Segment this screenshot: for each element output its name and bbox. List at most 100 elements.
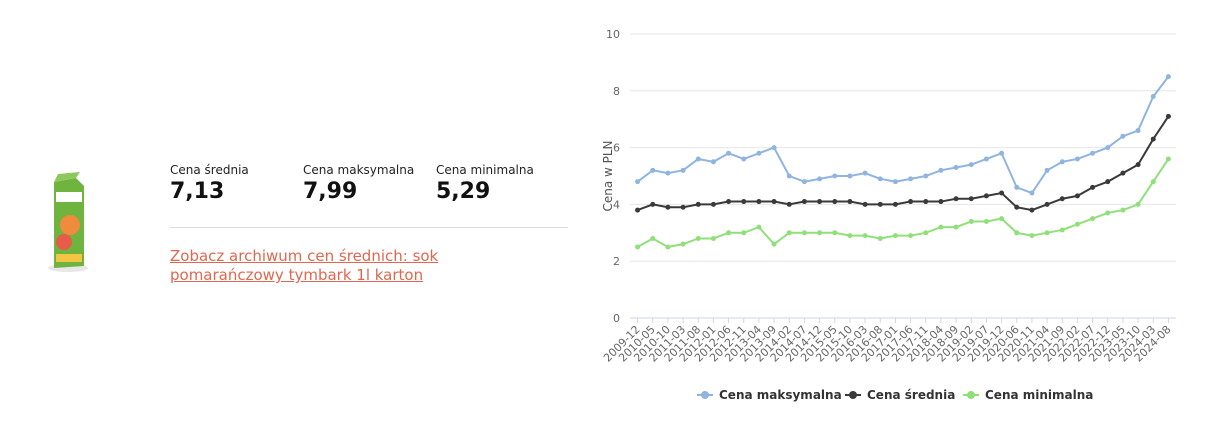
point (1090, 216, 1096, 222)
point (953, 224, 959, 230)
point (1059, 159, 1065, 165)
point (680, 204, 686, 210)
point (938, 167, 944, 173)
point (665, 170, 671, 176)
point (726, 150, 732, 156)
point (741, 230, 747, 236)
series-line (636, 75, 1170, 195)
point (1059, 227, 1065, 233)
series-line (637, 158, 1170, 249)
point (1165, 113, 1171, 119)
legend-marker (967, 391, 975, 399)
legend-label: Cena maksymalna (719, 388, 842, 402)
stat: Cena minimalna 5,29 (436, 163, 534, 204)
point (680, 241, 686, 247)
point (1044, 201, 1050, 207)
point (1014, 184, 1020, 190)
point (968, 162, 974, 168)
point (999, 216, 1005, 222)
series-line (637, 115, 1170, 212)
point (1135, 162, 1141, 168)
point (1059, 196, 1065, 202)
point (968, 218, 974, 224)
point (908, 199, 914, 205)
point (953, 164, 959, 170)
y-tick-label: 10 (606, 28, 620, 41)
point (817, 199, 823, 205)
point (1135, 201, 1141, 207)
point (999, 190, 1005, 196)
y-tick-label: 8 (613, 85, 620, 98)
point (892, 179, 898, 185)
point (801, 199, 807, 205)
point (847, 199, 853, 205)
point (726, 199, 732, 205)
point (786, 230, 792, 236)
point (862, 233, 868, 239)
point (695, 201, 701, 207)
point (1150, 179, 1156, 185)
point (650, 201, 656, 207)
archive-link[interactable]: Zobacz archiwum cen średnich: sok pomara… (170, 247, 439, 284)
point (695, 235, 701, 241)
point (923, 173, 929, 179)
point (1029, 207, 1035, 213)
point (741, 199, 747, 205)
point (1135, 128, 1141, 134)
point (741, 156, 747, 162)
point (877, 235, 883, 241)
point (1105, 145, 1111, 151)
point (801, 179, 807, 185)
stat-value: 7,13 (170, 179, 225, 204)
point (635, 244, 641, 250)
product-image (48, 172, 88, 272)
point (710, 159, 716, 165)
point (817, 176, 823, 182)
point (1150, 136, 1156, 142)
point (665, 204, 671, 210)
point (953, 196, 959, 202)
point (1044, 230, 1050, 236)
point (938, 224, 944, 230)
legend-label: Cena minimalna (985, 388, 1093, 402)
point (771, 241, 777, 247)
point (680, 167, 686, 173)
point (862, 170, 868, 176)
point (1120, 133, 1126, 139)
point (908, 233, 914, 239)
point (756, 224, 762, 230)
point (862, 201, 868, 207)
stat-label: Cena minimalna (436, 163, 534, 177)
point (832, 173, 838, 179)
legend-label: Cena średnia (867, 388, 955, 402)
point (1165, 156, 1171, 162)
point (1074, 193, 1080, 199)
point (771, 145, 777, 151)
point (1014, 204, 1020, 210)
point (1120, 207, 1126, 213)
point (983, 218, 989, 224)
separator (170, 227, 568, 228)
point (801, 230, 807, 236)
point (847, 173, 853, 179)
stat-label: Cena średnia (170, 163, 249, 177)
point (1014, 230, 1020, 236)
point (710, 201, 716, 207)
point (771, 199, 777, 205)
point (710, 235, 716, 241)
point (892, 233, 898, 239)
stat-value: 5,29 (436, 179, 491, 204)
point (1105, 210, 1111, 216)
point (892, 201, 898, 207)
point (1150, 93, 1156, 99)
point (817, 230, 823, 236)
y-tick-label: 0 (613, 312, 620, 325)
y-axis-label: Cena w PLN (601, 140, 615, 211)
point (968, 196, 974, 202)
point (650, 235, 656, 241)
point (1090, 184, 1096, 190)
point (756, 150, 762, 156)
point (695, 156, 701, 162)
point (1105, 179, 1111, 185)
